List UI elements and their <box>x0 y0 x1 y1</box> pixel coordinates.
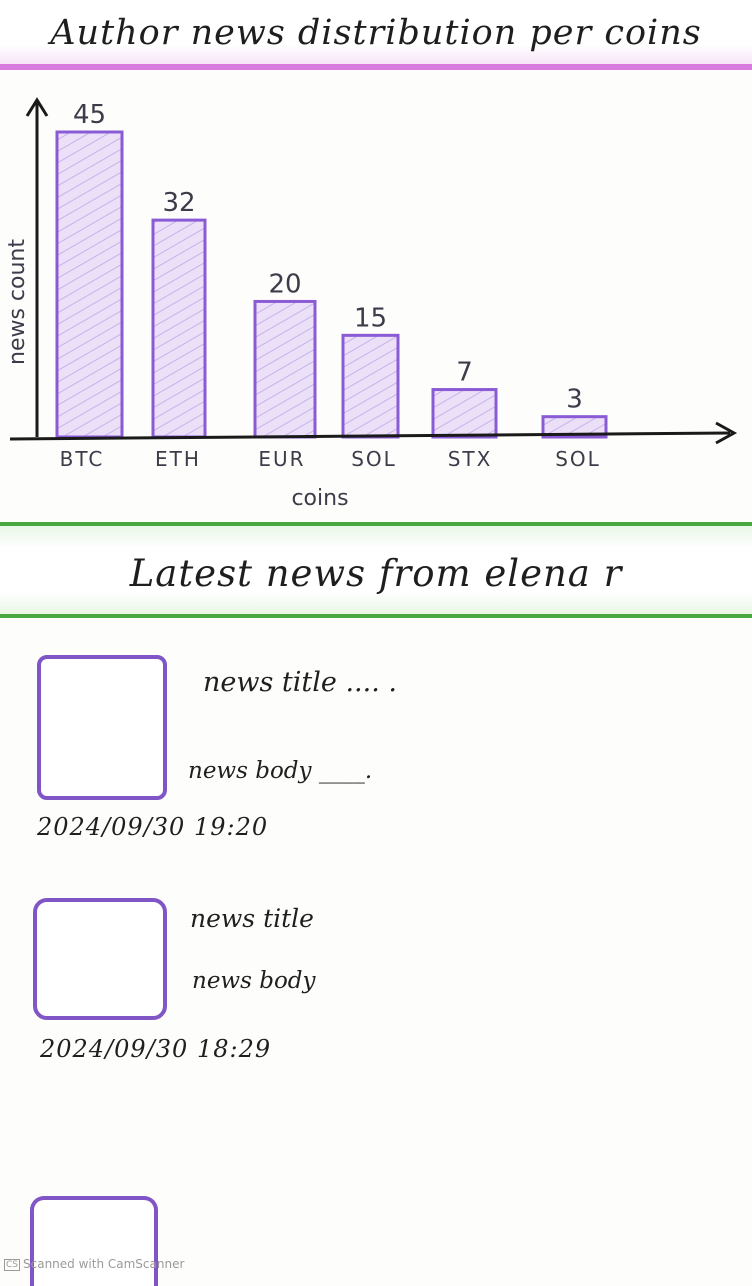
bar-value-label: 45 <box>73 100 106 130</box>
news-item[interactable] <box>0 1186 752 1286</box>
y-axis-arrow-icon <box>25 97 49 117</box>
x-tick-label: EUR <box>258 447 305 471</box>
x-tick-label: SOL <box>555 447 601 471</box>
bar-sol-5 <box>541 415 608 439</box>
news-body: news body ____. <box>188 758 373 784</box>
x-tick-label: SOL <box>351 447 397 471</box>
y-axis-label: news count <box>5 239 30 365</box>
ticks-layer: BTC ETH EUR SOL STX SOL <box>60 447 601 471</box>
bar-eur-2 <box>253 299 317 439</box>
chart-title: Author news distribution per coins <box>50 13 702 53</box>
news-per-coin-bar-chart: 45 32 20 15 7 3 BTC ETH EUR SOL STX SOL news count… <box>5 97 738 511</box>
news-body: news body <box>192 968 316 994</box>
bars-layer <box>55 130 608 439</box>
x-tick-label: ETH <box>155 447 201 471</box>
news-thumbnail[interactable] <box>33 898 167 1020</box>
bar-value-label: 7 <box>456 358 473 388</box>
news-timestamp: 2024/09/30 18:29 <box>40 1035 272 1063</box>
x-tick-label: STX <box>448 447 493 471</box>
bar-value-label: 15 <box>354 303 387 333</box>
x-axis-line <box>9 431 731 441</box>
bar-value-label: 32 <box>162 188 195 218</box>
news-thumbnail[interactable] <box>30 1196 158 1286</box>
news-title[interactable]: news title <box>190 904 314 933</box>
scanner-watermark-text: Scanned with CamScanner <box>23 1257 185 1271</box>
news-timestamp: 2024/09/30 19:20 <box>37 813 269 841</box>
x-axis-arrow-icon <box>715 421 738 445</box>
bar-stx-4 <box>431 388 498 439</box>
bar-sol-3 <box>341 333 400 439</box>
news-item[interactable]: news title .... . news body ____. 2024/0… <box>0 655 752 855</box>
bar-eth-1 <box>151 218 207 439</box>
news-section-header: Latest news from elena r <box>0 522 752 618</box>
bar-btc-0 <box>55 130 124 439</box>
news-item[interactable]: news title news body 2024/09/30 18:29 <box>0 898 752 1068</box>
bar-value-label: 3 <box>566 385 583 415</box>
x-axis-label: coins <box>291 486 348 511</box>
scanner-watermark: CS Scanned with CamScanner <box>4 1257 184 1271</box>
news-thumbnail[interactable] <box>37 655 167 800</box>
chart-title-band: Author news distribution per coins <box>0 0 752 70</box>
news-section-title: Latest news from elena r <box>129 552 623 595</box>
values-layer: 45 32 20 15 7 3 <box>73 100 583 415</box>
news-title[interactable]: news title .... . <box>203 667 397 698</box>
bar-value-label: 20 <box>268 269 301 299</box>
camscanner-logo-icon: CS <box>4 1259 20 1271</box>
x-tick-label: BTC <box>60 447 105 471</box>
